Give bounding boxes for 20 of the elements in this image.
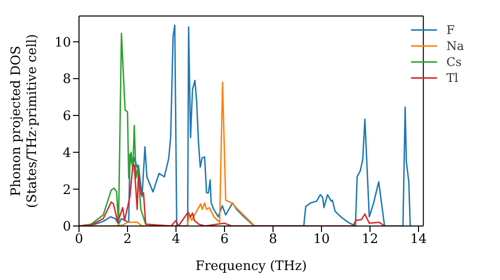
legend-label: Tl bbox=[446, 71, 458, 85]
y-tick-label: 6 bbox=[62, 109, 71, 124]
legend-label: Na bbox=[446, 39, 464, 53]
x-tick-label: 8 bbox=[268, 232, 278, 248]
x-tick-label: 12 bbox=[362, 232, 378, 248]
x-tick-label: 4 bbox=[172, 232, 180, 248]
x-tick-label: 14 bbox=[410, 232, 427, 248]
y-tick-label: 2 bbox=[62, 182, 71, 198]
y-tick-label: 4 bbox=[62, 146, 71, 161]
legend-label: F bbox=[446, 23, 455, 37]
x-tick-label: 0 bbox=[74, 232, 84, 248]
y-tick-label: 10 bbox=[54, 35, 71, 50]
x-tick-label: 2 bbox=[123, 232, 132, 248]
y-axis-title: Phonon projected DOS (States/THz·primitive cell) bbox=[9, 34, 40, 208]
x-tick-label: 10 bbox=[313, 232, 330, 248]
legend-label: Cs bbox=[446, 55, 462, 69]
y-tick-label: 8 bbox=[62, 72, 71, 88]
x-tick-label: 6 bbox=[220, 232, 229, 248]
y-tick-label: 0 bbox=[62, 220, 71, 235]
x-axis-title: Frequency (THz) bbox=[195, 259, 307, 274]
